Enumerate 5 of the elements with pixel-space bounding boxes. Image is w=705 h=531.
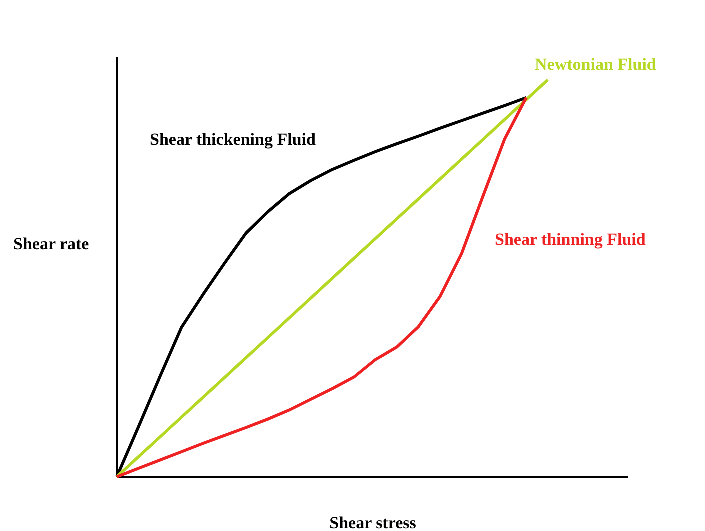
series-label: Shear thickening Fluid <box>150 130 316 149</box>
series-label: Newtonian Fluid <box>535 55 657 74</box>
x-axis-title: Shear stress <box>330 514 417 531</box>
y-axis-title: Shear rate <box>14 234 90 254</box>
series-label: Shear thinning Fluid <box>495 230 646 249</box>
